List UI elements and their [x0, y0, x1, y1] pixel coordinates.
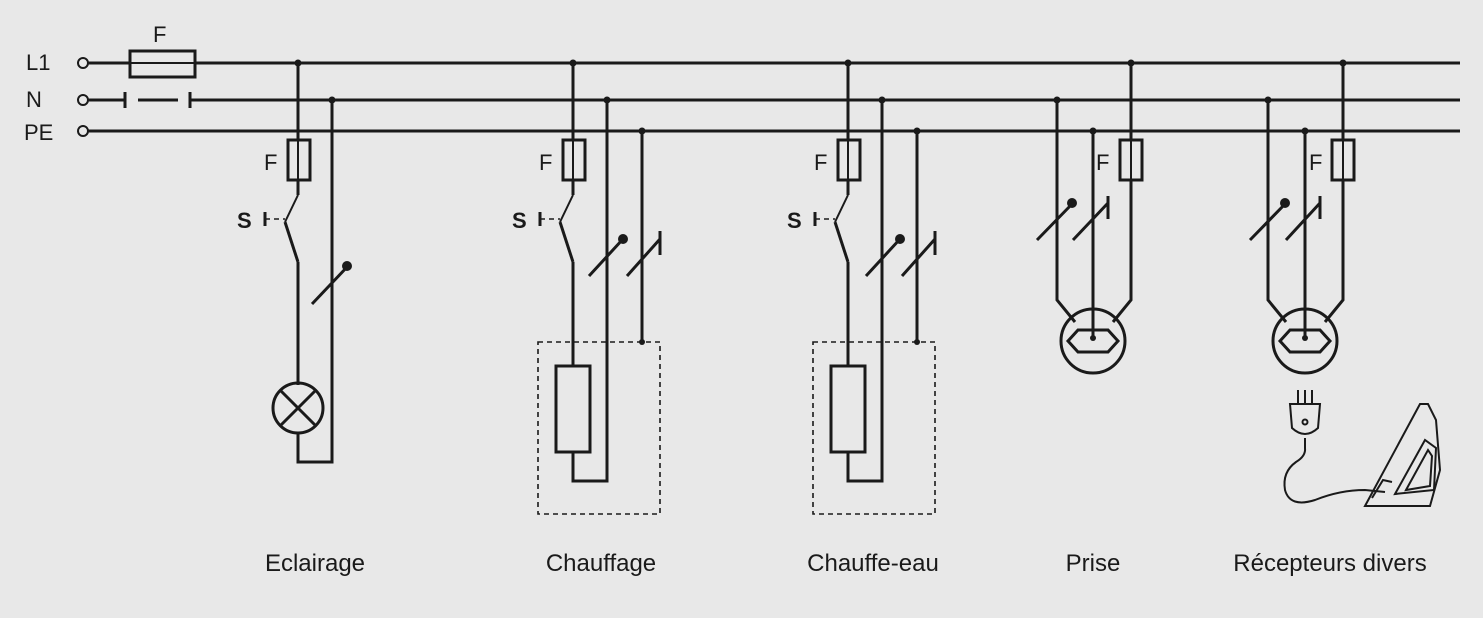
fuse-label: F — [264, 150, 277, 175]
protection-dot — [1280, 198, 1290, 208]
phase-to-socket — [1111, 180, 1133, 323]
protection-device-a — [1248, 201, 1288, 242]
socket-outline — [1059, 307, 1127, 375]
switch-blade — [283, 221, 300, 263]
bus-label-pe: PE — [24, 120, 53, 145]
fuse-label: F — [1309, 150, 1322, 175]
protection-dot — [342, 261, 352, 271]
pe-terminal — [639, 339, 645, 345]
socket-earth-pin — [1302, 335, 1308, 341]
terminal-n — [77, 94, 89, 106]
phase-to-socket — [1323, 180, 1345, 323]
socket-outline — [1271, 307, 1339, 375]
fuse-label: F — [1096, 150, 1109, 175]
caption-prise: Prise — [1066, 550, 1121, 577]
pe-terminal — [914, 339, 920, 345]
protection-dot — [618, 234, 628, 244]
protection-dot — [1067, 198, 1077, 208]
socket-face — [1277, 328, 1333, 354]
switch-label: S — [787, 208, 802, 233]
circuit-chauffage: F S Chauffage — [512, 59, 662, 577]
appliance-enclosure — [537, 341, 661, 515]
switch-blade — [833, 221, 850, 263]
lamp-cross-b — [278, 388, 318, 428]
protection-device — [310, 264, 350, 306]
circuit-prise: F Prise — [1035, 59, 1144, 577]
protection-device-a — [1035, 201, 1075, 242]
caption-chauffage: Chauffage — [546, 550, 656, 577]
main-fuse-label: F — [153, 22, 166, 47]
bus-lines: L1 N PE F — [24, 22, 1460, 145]
neutral-return — [296, 100, 334, 464]
terminal-l1 — [77, 57, 89, 69]
plug-icon — [1283, 390, 1386, 504]
switch-blade-top — [559, 194, 574, 223]
caption-recepteurs-divers: Récepteurs divers — [1233, 550, 1426, 577]
bus-label-l1: L1 — [26, 50, 50, 75]
bus-label-n: N — [26, 87, 42, 112]
neutral-to-socket — [1055, 100, 1077, 323]
switch-blade-top — [834, 194, 849, 223]
caption-eclairage: Eclairage — [265, 550, 365, 577]
protection-device-b — [1071, 201, 1110, 242]
caption-chauffe-eau: Chauffe-eau — [807, 550, 939, 577]
protection-device-b — [1284, 201, 1322, 242]
socket-face — [1065, 328, 1121, 354]
terminal-pe — [77, 125, 89, 137]
neutral-return — [846, 100, 884, 483]
circuit-recepteurs-divers: F Récepteurs divers — [1233, 59, 1442, 577]
socket-earth-pin — [1090, 335, 1096, 341]
fuse-label: F — [814, 150, 827, 175]
switch-label: S — [237, 208, 252, 233]
circuit-chauffe-eau: F S Chauffe-eau — [787, 59, 939, 577]
switch-label: S — [512, 208, 527, 233]
heating-element — [829, 364, 867, 454]
switch-blade — [558, 221, 575, 263]
neutral-to-socket — [1266, 100, 1288, 323]
neutral-return — [571, 100, 609, 483]
heating-element — [554, 364, 592, 454]
appliance-enclosure — [812, 341, 936, 515]
circuit-eclairage: F S Eclairage — [237, 59, 365, 577]
fuse-label: F — [539, 150, 552, 175]
iron-icon — [1363, 403, 1442, 507]
switch-blade-top — [284, 194, 299, 223]
protection-dot — [895, 234, 905, 244]
